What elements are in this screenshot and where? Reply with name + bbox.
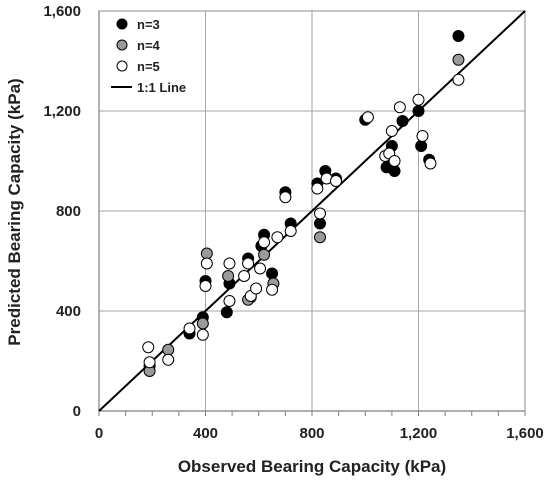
y-tick-label: 800 <box>56 203 81 220</box>
legend-label: n=3 <box>137 17 160 32</box>
data-point <box>250 282 263 295</box>
data-point <box>416 130 429 142</box>
data-point <box>361 111 374 124</box>
data-point <box>279 191 292 204</box>
data-point <box>254 262 267 275</box>
data-point <box>452 30 465 42</box>
data-point <box>223 295 236 307</box>
x-tick-label: 800 <box>299 425 324 442</box>
data-point <box>452 73 465 86</box>
data-point <box>242 257 255 270</box>
data-point <box>200 247 213 260</box>
x-tick-labels: 0 400 800 1,200 1,600 <box>95 425 544 442</box>
data-point <box>385 125 398 137</box>
legend-marker <box>116 60 128 72</box>
legend-marker <box>116 39 128 51</box>
data-point <box>238 270 251 282</box>
data-point <box>412 93 425 106</box>
data-point <box>311 182 324 195</box>
data-point <box>313 207 326 220</box>
series-n-5 <box>142 73 465 369</box>
y-tick-label: 400 <box>56 303 81 320</box>
legend: n=3 n=4 n=5 1:1 Line <box>111 17 186 95</box>
data-point <box>424 157 437 170</box>
data-point <box>220 306 233 319</box>
data-point <box>199 280 212 292</box>
x-tick-label: 1,200 <box>400 425 438 442</box>
data-point <box>258 236 271 249</box>
y-tick-label: 1,200 <box>43 103 81 120</box>
data-point <box>329 175 342 187</box>
data-point <box>415 140 428 152</box>
data-point <box>196 328 209 341</box>
data-point <box>284 225 297 237</box>
data-point <box>222 270 235 282</box>
data-point <box>183 322 196 335</box>
legend-marker <box>116 18 128 30</box>
legend-label: n=5 <box>137 59 160 74</box>
data-point <box>388 155 401 167</box>
legend-label: 1:1 Line <box>137 80 186 95</box>
series-n-3 <box>143 30 465 372</box>
data-point <box>313 231 326 244</box>
data-point <box>271 231 284 244</box>
x-tick-label: 400 <box>193 425 218 442</box>
y-tick-label: 0 <box>73 403 81 420</box>
data-point <box>142 341 155 354</box>
data-point <box>258 248 271 261</box>
axis-ticks <box>98 411 526 416</box>
data-point <box>223 257 236 270</box>
data-point <box>266 283 279 296</box>
legend-label: n=4 <box>137 38 161 53</box>
data-point <box>313 217 326 230</box>
data-point <box>266 267 279 280</box>
data-points <box>142 30 465 377</box>
axes <box>98 10 526 412</box>
data-point <box>452 53 465 66</box>
data-point <box>388 165 401 177</box>
data-point <box>196 317 209 330</box>
y-axis-title: Predicted Bearing Capacity (kPa) <box>5 78 24 345</box>
data-point <box>200 257 213 270</box>
x-tick-label: 1,600 <box>506 425 544 442</box>
data-point <box>162 353 175 366</box>
y-tick-labels: 0 400 800 1,200 1,600 <box>43 3 81 420</box>
data-point <box>396 115 409 127</box>
data-point <box>143 356 156 369</box>
data-point <box>412 105 425 117</box>
y-tick-label: 1,600 <box>43 3 81 20</box>
data-point <box>162 343 175 356</box>
data-point <box>393 101 406 114</box>
x-axis-title: Observed Bearing Capacity (kPa) <box>178 457 446 476</box>
x-tick-label: 0 <box>95 425 103 442</box>
